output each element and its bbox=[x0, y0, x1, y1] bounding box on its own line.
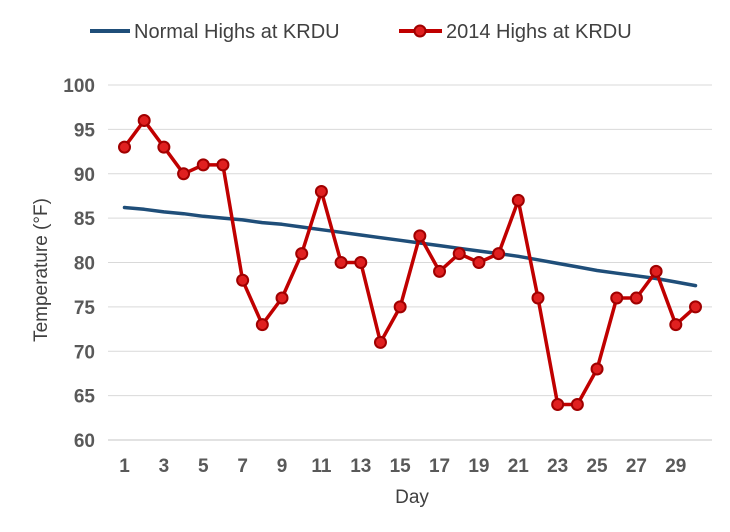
data-point bbox=[531, 291, 545, 305]
data-point bbox=[354, 256, 368, 269]
data-point bbox=[118, 140, 131, 154]
data-point bbox=[511, 193, 525, 207]
x-tick-label: 25 bbox=[586, 456, 608, 477]
data-point bbox=[452, 247, 466, 261]
series-markers bbox=[118, 114, 702, 411]
data-point bbox=[137, 114, 151, 127]
data-point bbox=[373, 335, 387, 349]
x-axis-ticks: 1 3 5 7 9 11 13 15 17 19 21 23 25 27 29 bbox=[119, 456, 686, 477]
data-point bbox=[649, 264, 663, 278]
data-point bbox=[629, 291, 643, 305]
legend: Normal Highs at KRDU 2014 Highs at KRDU bbox=[90, 21, 632, 43]
data-point bbox=[669, 318, 683, 332]
x-tick-label: 11 bbox=[311, 456, 332, 477]
y-tick-label: 80 bbox=[74, 254, 95, 275]
x-tick-label: 21 bbox=[508, 456, 530, 477]
series-line-normal-highs bbox=[122, 205, 698, 288]
data-point bbox=[295, 247, 309, 261]
x-tick-label: 23 bbox=[547, 456, 568, 477]
x-tick-label: 15 bbox=[390, 456, 412, 477]
data-point bbox=[275, 291, 289, 305]
x-tick-label: 17 bbox=[429, 456, 450, 477]
x-tick-label: 3 bbox=[159, 456, 170, 477]
y-axis-ticks: 60 65 70 75 80 85 90 95 100 bbox=[63, 76, 95, 452]
data-point bbox=[472, 256, 486, 269]
data-point bbox=[216, 158, 230, 172]
legend-marker-2014-highs bbox=[413, 24, 427, 38]
y-tick-label: 90 bbox=[74, 165, 95, 186]
data-point bbox=[492, 247, 506, 261]
y-tick-label: 60 bbox=[74, 431, 95, 452]
legend-label-normal-highs: Normal Highs at KRDU bbox=[134, 21, 340, 43]
y-tick-label: 100 bbox=[63, 76, 95, 97]
data-point bbox=[236, 273, 250, 287]
y-tick-label: 65 bbox=[74, 387, 96, 408]
data-point bbox=[177, 167, 191, 181]
legend-label-2014-highs: 2014 Highs at KRDU bbox=[446, 21, 632, 43]
y-axis-title: Temperature (°F) bbox=[31, 198, 52, 342]
data-point bbox=[610, 291, 624, 305]
y-tick-label: 95 bbox=[74, 120, 96, 141]
y-tick-label: 85 bbox=[74, 209, 96, 230]
x-tick-label: 9 bbox=[277, 456, 288, 477]
data-point bbox=[196, 158, 210, 172]
data-point bbox=[334, 256, 348, 269]
x-tick-label: 5 bbox=[198, 456, 209, 477]
data-point bbox=[413, 229, 427, 243]
x-tick-label: 7 bbox=[237, 456, 248, 477]
data-point bbox=[255, 318, 269, 332]
data-point bbox=[157, 140, 171, 154]
y-tick-label: 75 bbox=[74, 298, 96, 319]
data-point bbox=[570, 398, 584, 411]
x-tick-label: 1 bbox=[119, 456, 130, 477]
x-tick-label: 29 bbox=[665, 456, 686, 477]
data-point bbox=[393, 300, 407, 314]
x-tick-label: 19 bbox=[468, 456, 489, 477]
y-tick-label: 70 bbox=[74, 342, 95, 363]
x-tick-label: 27 bbox=[626, 456, 647, 477]
data-point bbox=[551, 398, 565, 411]
data-point bbox=[689, 300, 702, 314]
data-point bbox=[590, 362, 604, 376]
data-point bbox=[433, 264, 447, 278]
x-tick-label: 13 bbox=[350, 456, 371, 477]
x-axis-title: Day bbox=[395, 487, 429, 508]
data-point bbox=[314, 185, 328, 198]
